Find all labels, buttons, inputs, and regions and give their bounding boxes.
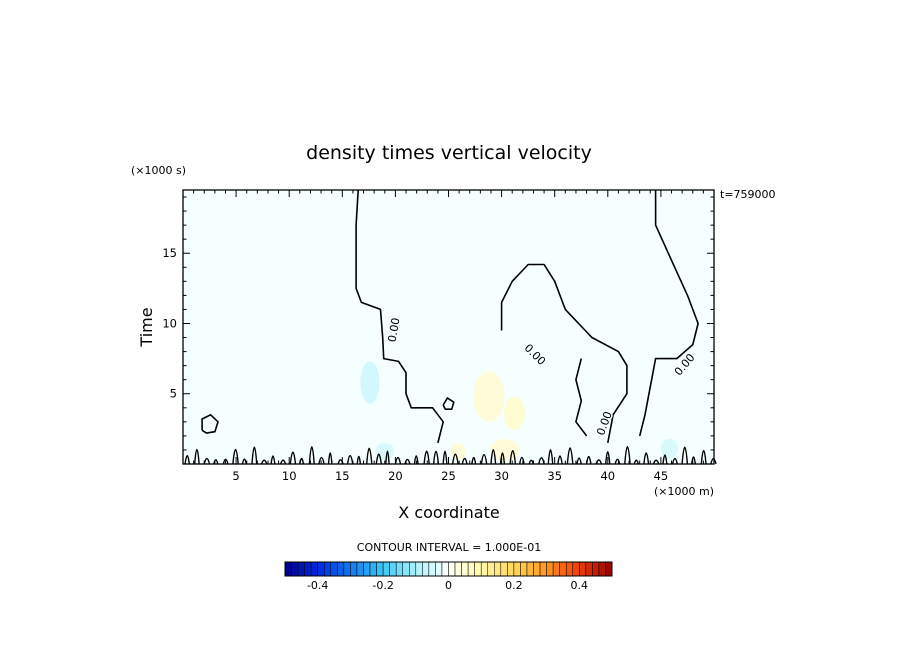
colorbar-tick-label: -0.2 (372, 579, 393, 592)
colorbar-cell (592, 561, 600, 577)
colorbar-cell (533, 561, 541, 577)
colorbar: -0.4 -0.2 0 0.2 0.4 (284, 561, 613, 592)
colorbar-cell (494, 561, 502, 577)
colorbar-cell (605, 561, 613, 577)
colorbar-frame (284, 561, 613, 577)
colorbar-cell (291, 561, 299, 577)
contour-interval-label: CONTOUR INTERVAL = 1.000E-01 (357, 541, 541, 554)
left-zero-line (355, 189, 445, 444)
contour-label-0: 0.00 (386, 317, 403, 343)
colorbar-cell (487, 561, 495, 577)
chart-title: density times vertical velocity (306, 142, 592, 164)
small-loop-x25 (442, 397, 455, 411)
colorbar-cell (356, 561, 364, 577)
colorbar-cell (526, 561, 534, 577)
colorbar-tick-label: -0.4 (307, 579, 328, 592)
y-axis-label: Time (137, 307, 156, 347)
colorbar-cell (500, 561, 508, 577)
x-units-label: (×1000 m) (654, 485, 714, 498)
y-tick-label: 10 (162, 316, 177, 330)
anomaly-blob-0 (360, 361, 380, 404)
colorbar-cell (409, 561, 417, 577)
colorbar-cell (579, 561, 587, 577)
bottom-wiggle-contours (184, 445, 717, 465)
y-tick-label: 15 (162, 246, 177, 260)
colorbar-cell (415, 561, 423, 577)
x-tick-label: 40 (600, 469, 615, 483)
axis-ticks: 5 10 15 20 25 30 35 40 45 5 10 15 (162, 190, 715, 483)
colorbar-cell (382, 561, 390, 577)
colorbar-cell (572, 561, 580, 577)
x-tick-label: 30 (494, 469, 509, 483)
colorbar-cell (480, 561, 488, 577)
time-stamp-label: t=759000 (720, 188, 776, 201)
colorbar-cell (552, 561, 560, 577)
anomaly-blob-4 (375, 442, 395, 460)
colorbar-cell (363, 561, 371, 577)
colorbar-cell (441, 561, 449, 577)
colorbar-cell (376, 561, 384, 577)
colorbar-cell (323, 561, 332, 577)
colorbar-tick-label: 0.4 (571, 579, 589, 592)
zero-contours (201, 189, 699, 444)
colorbar-cell (507, 561, 515, 577)
anomaly-blob-3 (489, 438, 520, 462)
colorbar-cell (474, 561, 482, 577)
colorbar-cell (422, 561, 430, 577)
colorbar-cell (461, 561, 469, 577)
colorbar-cell (559, 561, 567, 577)
anomaly-blob-5 (660, 438, 678, 459)
colorbar-cell (402, 561, 410, 577)
small-loop-x2 (201, 413, 219, 434)
colorbar-cell (310, 561, 318, 577)
colorbar-cell (337, 561, 345, 577)
colorbar-cell (350, 561, 358, 577)
colorbar-cell (467, 561, 475, 577)
colorbar-cell (520, 561, 528, 577)
colorbar-cell (435, 561, 443, 577)
x-axis-label: X coordinate (398, 503, 499, 522)
colorbar-cell (284, 561, 292, 577)
x-tick-label: 5 (232, 469, 239, 483)
x-tick-label: 25 (441, 469, 456, 483)
colorbar-cell (565, 561, 574, 577)
colorbar-cell (389, 561, 397, 577)
x-tick-label: 15 (335, 469, 350, 483)
colorbar-cell (585, 561, 593, 577)
colorbar-cell (330, 561, 338, 577)
anomaly-blob-6 (450, 442, 466, 460)
right-zero-line (638, 190, 699, 437)
colorbar-tick-label: 0.2 (505, 579, 523, 592)
colorbar-cell (454, 561, 462, 577)
x-tick-label: 20 (388, 469, 403, 483)
anomaly-blob-1 (472, 371, 505, 422)
bottom-contour-wiggles (184, 445, 717, 465)
plot-background (183, 190, 714, 464)
x-tick-label: 45 (654, 469, 669, 483)
colorbar-cell (598, 561, 606, 577)
anomaly-blob-2 (503, 396, 525, 431)
colorbar-cell (428, 561, 436, 577)
center-notch-line (575, 358, 588, 437)
colorbar-cell (395, 561, 403, 577)
colorbar-cell (546, 561, 554, 577)
colorbar-cell (297, 561, 305, 577)
y-tick-label: 5 (170, 387, 177, 401)
colorbar-cell (317, 561, 325, 577)
colorbar-cell (304, 561, 312, 577)
x-tick-label: 35 (547, 469, 562, 483)
colorbar-tick-label: 0 (445, 579, 452, 592)
colorbar-cell (539, 561, 547, 577)
x-tick-label: 10 (282, 469, 297, 483)
colorbar-cell (369, 561, 377, 577)
colorbar-cell (448, 561, 456, 577)
colorbar-cell (343, 561, 351, 577)
middle-zero-line (500, 263, 628, 444)
colorbar-cell (513, 561, 521, 577)
y-units-label: (×1000 s) (131, 164, 186, 177)
